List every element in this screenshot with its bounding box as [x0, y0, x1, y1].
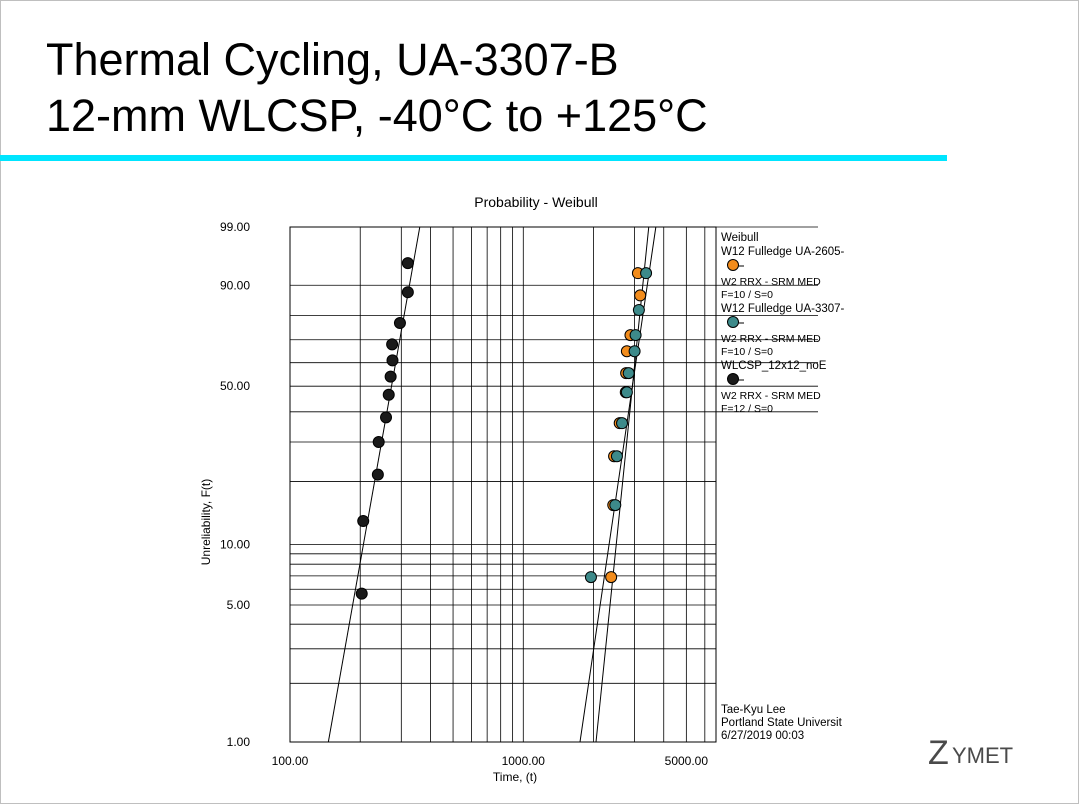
plot-area: [289, 226, 717, 743]
logo-z: Z: [928, 734, 949, 772]
legend-series-name: W12 Fulledge UA-3307-: [721, 303, 845, 315]
y-tick-label: 50.00: [220, 379, 250, 393]
data-point: [401, 286, 414, 299]
data-point: [620, 386, 633, 399]
x-tick-label: 100.00: [272, 754, 309, 768]
x-axis-label: Time, (t): [493, 770, 537, 784]
legend-series-name: W12 Fulledge UA-2605-: [721, 246, 845, 258]
title-line-1: Thermal Cycling, UA-3307-B: [46, 34, 619, 85]
data-point: [610, 450, 623, 463]
x-tick-label: 1000.00: [502, 754, 546, 768]
slide-title: Thermal Cycling, UA-3307-B 12-mm WLCSP, …: [46, 32, 708, 144]
legend-detail: F=12 / S=0: [721, 403, 773, 415]
data-point: [622, 367, 635, 380]
legend-detail: F=10 / S=0: [721, 346, 773, 358]
data-point: [616, 417, 629, 430]
fit-line: [579, 226, 657, 743]
data-point: [632, 304, 645, 317]
data-point: [382, 388, 395, 401]
data-point: [584, 571, 597, 584]
legend-detail: W2 RRX - SRM MED: [721, 390, 821, 402]
x-tick-label: 5000.00: [665, 754, 709, 768]
chart-annotation: 6/27/2019 00:03: [721, 730, 804, 742]
zymet-logo: Z YMET: [928, 734, 1013, 772]
data-point: [357, 515, 370, 528]
legend-series-name: WLCSP_12x12_noE: [721, 360, 827, 372]
data-point: [640, 267, 653, 280]
data-point: [372, 436, 385, 449]
data-point: [628, 345, 641, 358]
y-tick-label: 99.00: [220, 220, 250, 234]
fit-line: [595, 226, 650, 743]
data-point: [605, 571, 618, 584]
data-point: [401, 257, 414, 270]
legend-marker: [727, 373, 739, 385]
data-point: [386, 338, 399, 351]
logo-rest: YMET: [952, 743, 1013, 768]
chart-title: Probability - Weibull: [474, 194, 597, 210]
data-point: [609, 499, 622, 512]
data-point: [380, 411, 393, 424]
y-tick-label: 1.00: [227, 735, 251, 749]
legend-marker: [727, 259, 739, 271]
y-axis-label: Unreliability, F(t): [199, 479, 213, 565]
y-tick-label: 10.00: [220, 538, 250, 552]
chart-annotation: Portland State Universit: [721, 717, 843, 729]
legend-detail: F=10 / S=0: [721, 289, 773, 301]
title-line-2: 12-mm WLCSP, -40°C to +125°C: [46, 90, 708, 141]
fit-line: [327, 226, 421, 743]
data-point: [386, 354, 399, 367]
title-accent-bar: [0, 155, 947, 161]
legend-marker: [727, 316, 739, 328]
data-point: [634, 289, 647, 302]
data-point: [384, 370, 397, 383]
y-tick-label: 5.00: [227, 598, 251, 612]
data-point: [393, 316, 406, 329]
data-point: [629, 329, 642, 342]
data-point: [355, 587, 368, 600]
chart-annotation: Tae-Kyu Lee: [721, 704, 786, 716]
legend-detail: W2 RRX - SRM MED: [721, 276, 821, 288]
legend-detail: W2 RRX - SRM MED: [721, 333, 821, 345]
data-point: [371, 468, 384, 481]
y-tick-label: 90.00: [220, 278, 250, 292]
legend-header: Weibull: [721, 232, 759, 244]
